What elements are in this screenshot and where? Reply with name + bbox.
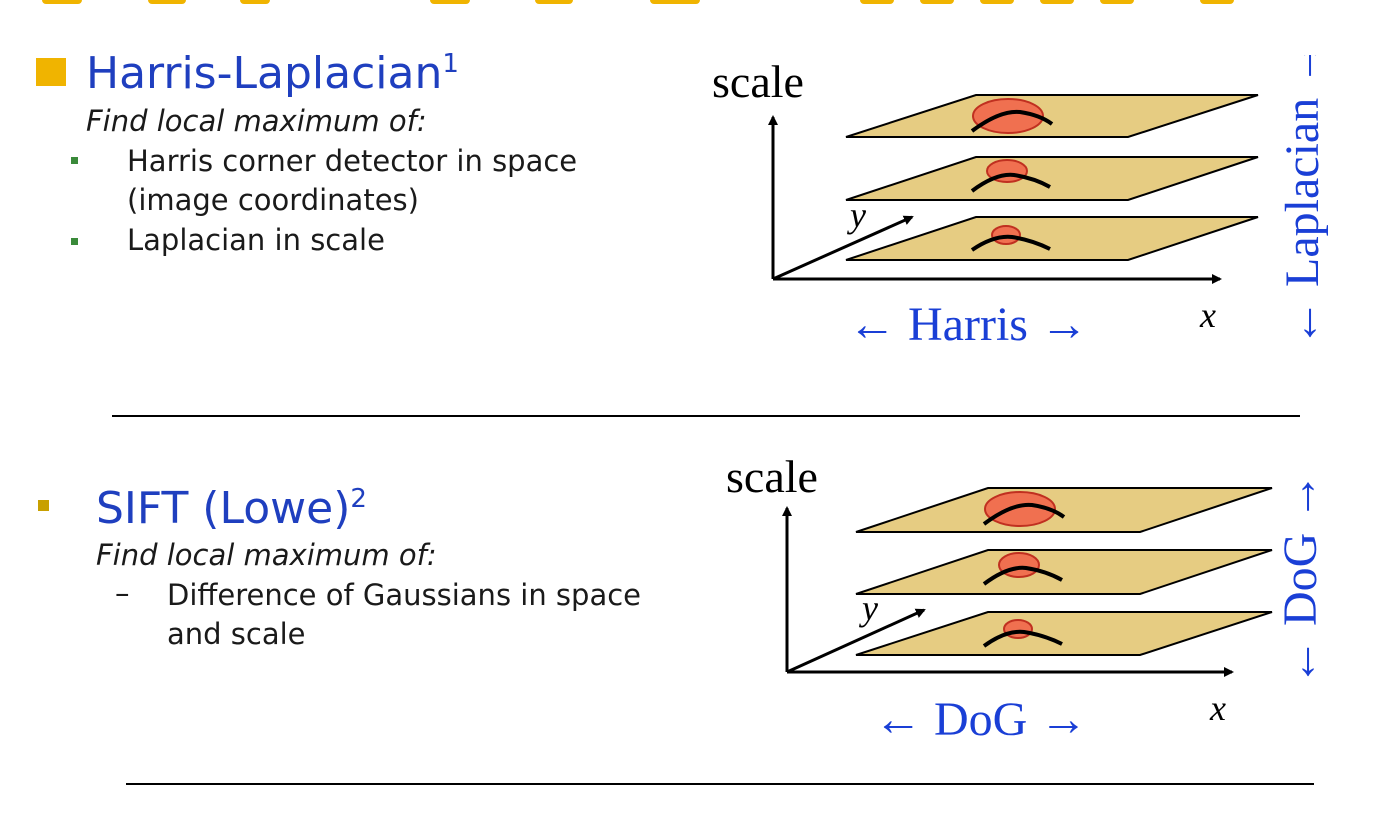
scale-axis-label: scale: [712, 56, 804, 107]
harris-direction-label: ← Harris →: [848, 298, 1088, 351]
title-remnant: [240, 0, 270, 4]
scale-plane-top: [855, 487, 1273, 533]
section-subtitle: Find local maximum of:: [96, 538, 437, 572]
bullet-item: Difference of Gaussians in space: [167, 578, 641, 612]
title-remnant: [430, 0, 470, 4]
heading-footnote: 1: [442, 49, 459, 79]
dog-direction-label: ← DoG →: [874, 693, 1087, 746]
scale-plane-bottom: [845, 216, 1259, 261]
scale-axis-label: scale: [726, 451, 818, 502]
scale-plane-bottom: [855, 611, 1273, 656]
heading-text: Harris-Laplacian: [86, 48, 443, 99]
green-bullet-icon: [71, 238, 78, 245]
title-remnant: [42, 0, 82, 4]
x-axis-label: x: [1199, 295, 1216, 335]
blob-large: [972, 98, 1044, 134]
title-remnant: [148, 0, 186, 4]
scale-plane-middle: [845, 156, 1259, 201]
dash-bullet: –: [115, 576, 130, 610]
section-divider: [126, 783, 1314, 785]
title-remnant: [650, 0, 700, 4]
title-remnant: [1040, 0, 1074, 4]
bullet-item-continuation: (image coordinates): [127, 183, 419, 217]
laplacian-direction-label: ← Laplacian →: [1276, 55, 1329, 347]
green-bullet-icon: [71, 157, 78, 164]
title-remnant: [980, 0, 1014, 4]
bullet-item-continuation: and scale: [167, 617, 306, 651]
sift-diagram: scale y x ← DoG → ← DoG →: [726, 451, 1327, 746]
bullet-square-icon: [36, 58, 66, 86]
heading-text: SIFT (Lowe): [96, 483, 351, 534]
y-axis-label: y: [847, 195, 866, 235]
title-remnant: [1200, 0, 1234, 4]
x-axis-label: x: [1209, 688, 1226, 728]
bullet-item: Harris corner detector in space: [127, 144, 578, 178]
section-subtitle: Find local maximum of:: [86, 104, 427, 138]
title-remnant: [860, 0, 894, 4]
bullet-square-icon: [38, 500, 49, 511]
title-remnant: [1100, 0, 1134, 4]
harris-laplacian-diagram: scale y x ← Harris → ← Laplacian →: [712, 55, 1329, 351]
y-axis: [772, 215, 914, 281]
scale-plane-top: [845, 94, 1259, 138]
y-axis-label: y: [859, 588, 878, 628]
section-heading: Harris-Laplacian1: [86, 49, 459, 96]
scale-plane-middle: [855, 549, 1273, 595]
section-heading: SIFT (Lowe)2: [96, 484, 367, 531]
heading-footnote: 2: [350, 484, 367, 514]
title-remnant: [535, 0, 573, 4]
section-divider: [112, 415, 1300, 417]
dog-scale-direction-label: ← DoG →: [1274, 473, 1327, 686]
bullet-item: Laplacian in scale: [127, 223, 385, 257]
blob-large: [984, 491, 1056, 527]
title-remnant: [920, 0, 954, 4]
y-axis: [786, 608, 926, 674]
